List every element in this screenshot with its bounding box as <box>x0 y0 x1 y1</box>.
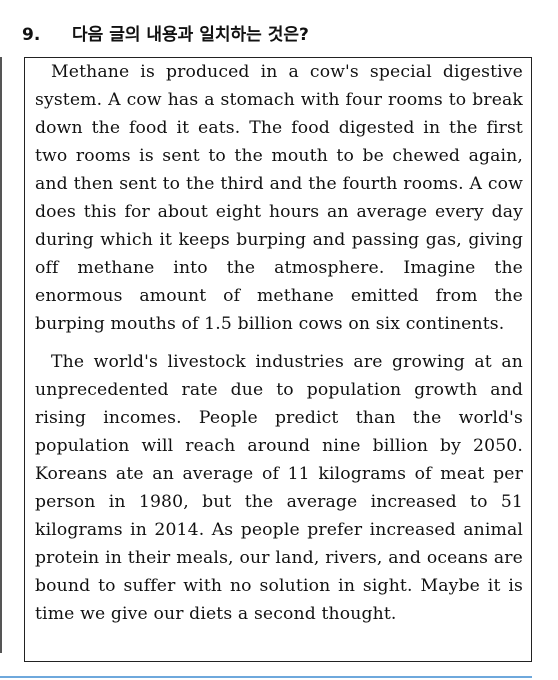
left-margin-line <box>0 57 2 653</box>
passage-box: Methane is produced in a cow's special d… <box>24 57 532 662</box>
question-header: 9. 다음 글의 내용과 일치하는 것은? <box>22 20 309 45</box>
passage-paragraph-1: Methane is produced in a cow's special d… <box>35 62 523 334</box>
question-prompt: 다음 글의 내용과 일치하는 것은? <box>72 25 309 45</box>
passage-paragraph-2: The world's livestock industries are gro… <box>35 352 523 624</box>
question-number: 9. <box>22 25 41 45</box>
bottom-divider <box>0 676 532 678</box>
